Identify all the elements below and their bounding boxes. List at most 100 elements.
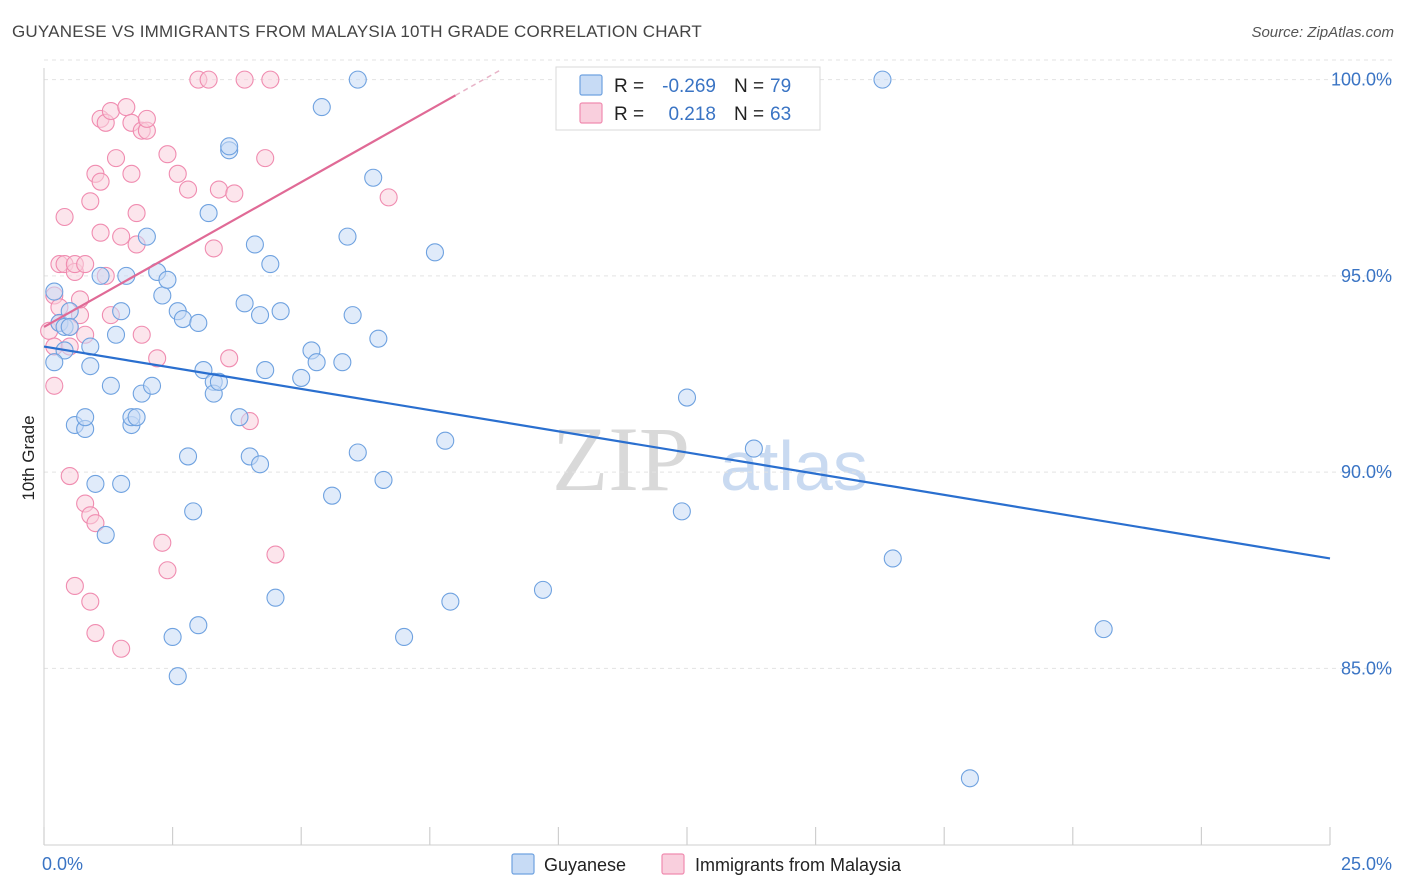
guyanese-point [250, 455, 270, 474]
malaysia-point [86, 623, 105, 643]
watermark-zip: ZIP [552, 408, 690, 510]
guyanese-point [873, 70, 892, 89]
guyanese-point [189, 313, 208, 333]
guyanese-point [127, 408, 146, 427]
guyanese-point [184, 502, 203, 521]
guyanese-point [533, 580, 553, 599]
guyanese-point [271, 302, 290, 321]
guyanese-point [76, 408, 95, 427]
malaysia-point [81, 592, 100, 611]
legend-r-label-malaysia: R = [614, 104, 644, 125]
guyanese-point [91, 266, 110, 285]
y-tick-label: 95.0% [1341, 266, 1392, 286]
guyanese-point [348, 443, 367, 462]
guyanese-point [163, 627, 182, 647]
guyanese-point [45, 353, 64, 372]
guyanese-point [369, 329, 388, 348]
guyanese-point [199, 204, 218, 223]
guyanese-point [168, 667, 187, 686]
malaysia-point [112, 227, 131, 246]
guyanese-point [106, 325, 126, 344]
malaysia-point [168, 164, 187, 183]
guyanese-point [677, 388, 697, 407]
legend-swatch-malaysia-bottom [661, 853, 685, 875]
legend-r-value-malaysia: 0.218 [668, 104, 716, 125]
legend-n-label-guyanese: N = [734, 76, 764, 97]
guyanese-point [672, 502, 691, 521]
guyanese-point [338, 227, 357, 246]
chart-title: GUYANESE VS IMMIGRANTS FROM MALAYSIA 10T… [12, 22, 702, 41]
series-guyanese [45, 70, 1113, 788]
guyanese-point [312, 98, 331, 117]
malaysia-point [148, 349, 167, 368]
guyanese-point [112, 474, 131, 493]
guyanese-point [250, 306, 270, 325]
guyanese-point [364, 168, 383, 187]
guyanese-point [137, 227, 156, 246]
legend-swatch-guyanese-bottom [511, 853, 535, 875]
legend-swatch-guyanese [579, 74, 603, 96]
malaysia-point [91, 172, 110, 191]
legend-label-guyanese: Guyanese [544, 855, 626, 875]
malaysia-point [55, 207, 74, 227]
malaysia-point [137, 109, 156, 128]
watermark-atlas: atlas [720, 427, 868, 505]
guyanese-point [189, 616, 208, 635]
guyanese-point [960, 769, 979, 788]
y-tick-labels: 85.0% 90.0% 95.0% 100.0% [1331, 70, 1392, 679]
guyanese-point [348, 70, 367, 89]
malaysia-point [266, 545, 285, 564]
guyanese-point [245, 235, 264, 254]
malaysia-point [199, 70, 218, 89]
guyanese-point [374, 470, 393, 490]
guyanese-point [173, 309, 192, 329]
guyanese-point [436, 431, 455, 450]
guyanese-trend-line [43, 345, 1331, 560]
guyanese-point [60, 317, 79, 336]
malaysia-point [379, 188, 398, 207]
series-legend: Guyanese Immigrants from Malaysia [511, 853, 902, 875]
legend-swatch-malaysia [579, 102, 603, 124]
guyanese-point [343, 306, 362, 325]
malaysia-point [204, 239, 223, 258]
malaysia-point [122, 164, 141, 183]
guyanese-point [153, 286, 172, 305]
malaysia-point [153, 533, 172, 552]
guyanese-point [235, 294, 254, 313]
guyanese-point [256, 361, 275, 380]
guyanese-point [158, 270, 177, 289]
guyanese-point [744, 439, 763, 458]
guyanese-point [96, 525, 115, 544]
malaysia-point [209, 180, 228, 199]
malaysia-trend-line [43, 94, 457, 328]
malaysia-trend-extension [455, 68, 503, 96]
y-axis-title: 10th Grade [19, 415, 38, 500]
guyanese-point [45, 282, 64, 301]
guyanese-point [101, 376, 120, 395]
guyanese-point [178, 447, 198, 466]
axes [43, 68, 1331, 846]
malaysia-point [112, 639, 131, 658]
grid-lines [44, 59, 1392, 669]
malaysia-point [91, 223, 110, 242]
guyanese-point [230, 408, 249, 427]
malaysia-point [101, 101, 120, 121]
guyanese-point [323, 486, 342, 505]
malaysia-point [178, 180, 198, 199]
guyanese-point [333, 353, 352, 372]
guyanese-point [425, 243, 444, 262]
malaysia-point [81, 192, 100, 211]
guyanese-point [441, 592, 460, 611]
guyanese-point [1094, 620, 1113, 639]
malaysia-point [45, 376, 64, 395]
guyanese-point [307, 353, 326, 372]
legend-n-value-guyanese: 79 [770, 76, 791, 97]
malaysia-point [86, 514, 105, 533]
guyanese-point [112, 302, 131, 321]
malaysia-point [235, 70, 254, 89]
malaysia-point [158, 145, 177, 164]
guyanese-point [209, 372, 228, 391]
malaysia-point [225, 184, 244, 203]
malaysia-point [106, 149, 126, 168]
